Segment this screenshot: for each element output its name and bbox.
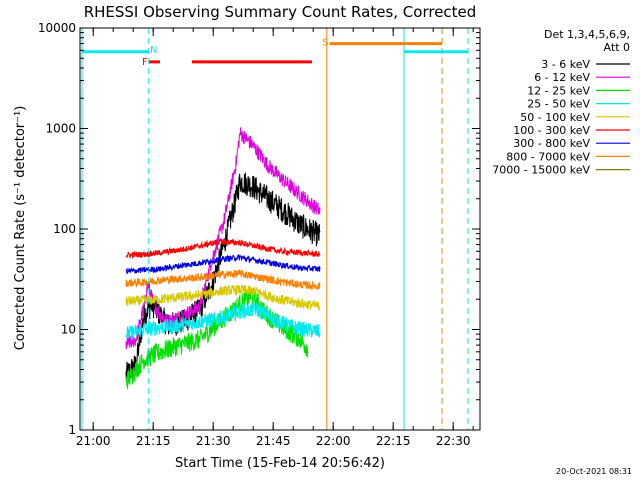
footer-timestamp: 20-Oct-2021 08:31 xyxy=(556,467,632,476)
legend-label: 800 - 7000 keV xyxy=(506,150,590,163)
y-axis-label: Corrected Count Rate (s⁻¹ detector⁻¹) xyxy=(13,106,28,351)
x-axis-label: Start Time (15-Feb-14 20:56:42) xyxy=(175,456,385,471)
x-tick-label: 21:15 xyxy=(136,434,171,448)
series-line-6 xyxy=(125,253,321,275)
y-tick-label: 1000 xyxy=(45,122,76,136)
y-tick-label: 10 xyxy=(61,323,76,337)
series-line-3 xyxy=(125,301,321,340)
flag-label-S: S xyxy=(322,38,328,49)
legend-label: 7000 - 15000 keV xyxy=(492,164,590,177)
legend-label: 300 - 800 keV xyxy=(513,137,590,150)
legend-header-line2: Att 0 xyxy=(604,41,630,54)
legend-label: 25 - 50 keV xyxy=(527,98,590,111)
legend-label: 50 - 100 keV xyxy=(520,111,590,124)
flag-label-F: F xyxy=(142,57,148,68)
x-tick-label: 21:45 xyxy=(256,434,291,448)
series-line-4 xyxy=(125,284,321,312)
legend-label: 100 - 300 keV xyxy=(513,124,590,137)
chart-title: RHESSI Observing Summary Count Rates, Co… xyxy=(84,3,477,21)
series-line-7 xyxy=(125,269,321,291)
y-tick-label: 100 xyxy=(53,222,76,236)
legend-label: 6 - 12 keV xyxy=(534,71,590,84)
legend-label: 12 - 25 keV xyxy=(527,84,590,97)
x-tick-label: 22:30 xyxy=(436,434,471,448)
y-tick-label: 10000 xyxy=(38,21,76,35)
x-tick-label: 21:30 xyxy=(196,434,231,448)
legend-label: 3 - 6 keV xyxy=(541,58,590,71)
x-tick-label: 22:00 xyxy=(316,434,351,448)
x-tick-label: 22:15 xyxy=(376,434,411,448)
x-tick-label: 21:00 xyxy=(76,434,111,448)
series-line-1 xyxy=(125,127,321,350)
legend-header-line1: Det 1,3,4,5,6,9, xyxy=(544,28,630,41)
series-line-5 xyxy=(125,238,321,260)
y-tick-label: 1 xyxy=(68,423,76,437)
flag-label-N: N xyxy=(150,45,157,56)
